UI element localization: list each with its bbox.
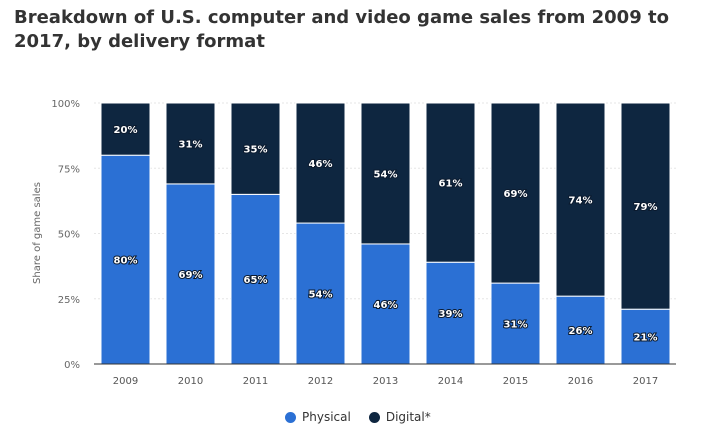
y-tick-label: 75%: [58, 164, 80, 175]
x-tick-label: 2012: [308, 376, 333, 387]
bar-digital[interactable]: [425, 102, 476, 263]
y-tick-label: 100%: [51, 99, 80, 110]
data-label: 21%: [634, 333, 658, 344]
bar-digital[interactable]: [360, 102, 411, 245]
legend: Physical Digital*: [285, 410, 431, 424]
data-label: 39%: [439, 309, 463, 320]
legend-label: Physical: [302, 410, 351, 424]
data-label: 69%: [504, 189, 528, 200]
y-axis-label: Share of game sales: [32, 182, 43, 284]
data-label: 79%: [634, 202, 658, 213]
legend-label: Digital*: [385, 410, 431, 424]
data-label: 69%: [179, 270, 203, 281]
x-tick-label: 2017: [633, 376, 658, 387]
y-tick-label: 25%: [58, 295, 80, 306]
bar-digital[interactable]: [490, 102, 541, 284]
data-label: 26%: [569, 326, 593, 337]
data-label: 46%: [374, 300, 398, 311]
bar-digital[interactable]: [555, 102, 606, 297]
data-label: 65%: [244, 275, 268, 286]
data-label: 46%: [309, 159, 333, 170]
legend-item-physical[interactable]: Physical: [285, 410, 351, 424]
bar-physical[interactable]: [230, 193, 281, 365]
data-label: 80%: [114, 256, 138, 267]
legend-swatch-physical: [285, 411, 296, 423]
bar-physical[interactable]: [425, 261, 476, 365]
bar-digital[interactable]: [230, 102, 281, 195]
data-label: 54%: [309, 290, 333, 301]
bar-physical[interactable]: [620, 308, 671, 365]
bar-physical[interactable]: [555, 295, 606, 365]
data-label: 31%: [179, 139, 203, 150]
bar-digital[interactable]: [100, 102, 151, 156]
y-tick-label: 0%: [64, 360, 80, 371]
bar-physical[interactable]: [165, 183, 216, 365]
legend-item-digital[interactable]: Digital*: [368, 410, 431, 424]
x-tick-label: 2015: [503, 376, 528, 387]
x-tick-label: 2013: [373, 376, 398, 387]
legend-swatch-digital: [368, 411, 380, 423]
data-label: 20%: [114, 125, 138, 136]
chart-title: Breakdown of U.S. computer and video gam…: [14, 7, 669, 52]
bar-digital[interactable]: [295, 102, 346, 224]
bar-physical[interactable]: [490, 282, 541, 365]
data-label: 74%: [569, 196, 593, 207]
bar-physical[interactable]: [295, 222, 346, 365]
x-tick-label: 2009: [113, 376, 138, 387]
bar-digital[interactable]: [620, 102, 671, 310]
data-label: 31%: [504, 320, 528, 331]
bar-digital[interactable]: [165, 102, 216, 185]
x-tick-label: 2014: [438, 376, 463, 387]
y-tick-label: 50%: [58, 230, 80, 241]
x-tick-label: 2011: [243, 376, 268, 387]
data-label: 61%: [439, 179, 463, 190]
data-label: 54%: [374, 169, 398, 180]
data-label: 35%: [244, 145, 268, 156]
x-tick-label: 2010: [178, 376, 203, 387]
x-tick-label: 2016: [568, 376, 593, 387]
